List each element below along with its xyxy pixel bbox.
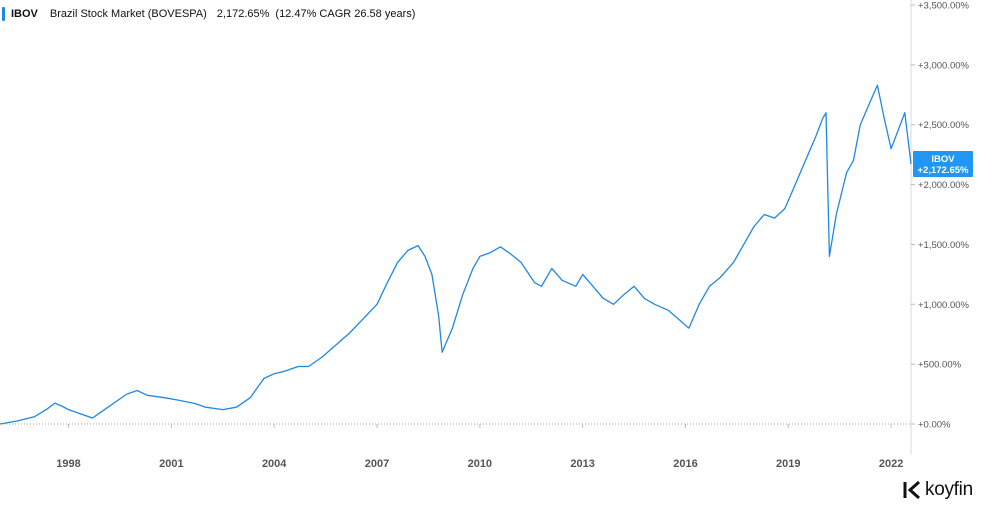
x-tick-label: 2019 — [776, 458, 800, 470]
chart-legend: IBOV Brazil Stock Market (BOVESPA) 2,172… — [2, 6, 415, 22]
x-tick-label: 2007 — [365, 458, 389, 470]
legend-series-swatch — [2, 7, 5, 21]
series-line-ibov — [0, 84, 912, 425]
x-tick-label: 2013 — [570, 458, 594, 470]
koyfin-brand: koyfin — [902, 479, 973, 501]
koyfin-wordmark: koyfin — [925, 479, 973, 500]
end-value-badge — [913, 151, 973, 177]
x-tick-label: 2010 — [468, 458, 492, 470]
legend-return-pct: 2,172.65% — [216, 8, 270, 20]
x-tick-label: 2001 — [159, 458, 183, 470]
y-tick-label: +1,500.00% — [918, 240, 970, 251]
x-tick-label: 1998 — [56, 458, 80, 470]
y-tick-label: +2,500.00% — [918, 120, 970, 131]
x-tick-label: 2022 — [879, 458, 903, 470]
legend-ticker: IBOV — [11, 8, 38, 20]
x-tick-label: 2016 — [673, 458, 697, 470]
koyfin-logo-icon — [903, 480, 920, 500]
end-badge-value: +2,172.65% — [918, 165, 970, 176]
end-badge-ticker: IBOV — [931, 154, 955, 165]
y-tick-label: +3,500.00% — [918, 1, 970, 12]
y-tick-label: +500.00% — [918, 360, 962, 371]
x-tick-label: 2004 — [262, 458, 287, 470]
y-tick-label: +1,000.00% — [918, 300, 970, 311]
y-tick-label: +3,000.00% — [918, 60, 970, 71]
y-tick-label: +0.00% — [918, 420, 951, 431]
legend-series-name: Brazil Stock Market (BOVESPA) — [49, 8, 207, 20]
legend-cagr-note: (12.47% CAGR 26.58 years) — [275, 8, 416, 20]
y-tick-label: +2,000.00% — [918, 180, 970, 191]
